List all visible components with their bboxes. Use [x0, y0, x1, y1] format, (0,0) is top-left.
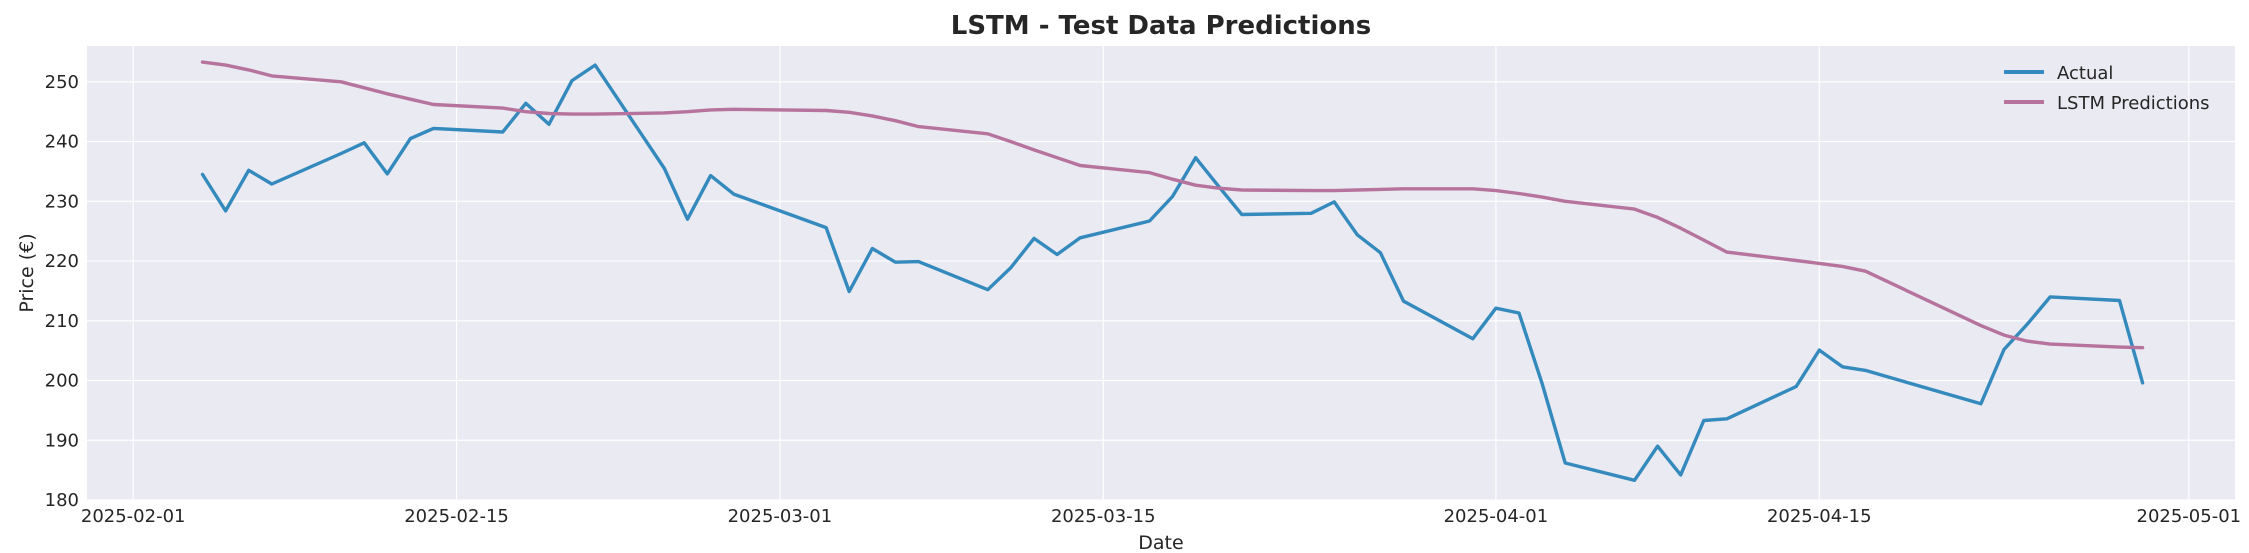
- y-tick-label: 220: [45, 251, 79, 272]
- y-tick-label: 250: [45, 72, 79, 93]
- x-tick-label: 2025-03-01: [728, 506, 833, 527]
- x-tick-label: 2025-04-01: [1444, 506, 1549, 527]
- x-tick-labels: 2025-02-01 2025-02-15 2025-03-01 2025-03-15…: [81, 506, 2241, 527]
- y-tick-label: 230: [45, 191, 79, 212]
- series-line-actual: [200, 63, 2145, 482]
- x-gridlines: [132, 46, 2190, 500]
- x-tick-label: 2025-05-01: [2137, 506, 2242, 527]
- series-line-lstm-predictions: [200, 60, 2145, 350]
- legend-label-lstm-predictions: LSTM Predictions: [2057, 93, 2210, 114]
- y-tick-label: 190: [45, 430, 79, 451]
- chart-title: LSTM - Test Data Predictions: [951, 11, 1371, 41]
- y-tick-labels: 180 190 200 210 220 230 240 250: [45, 72, 79, 511]
- plot-background: [87, 46, 2235, 500]
- x-tick-label: 2025-04-15: [1767, 506, 1872, 527]
- y-gridlines: [87, 81, 2235, 501]
- y-tick-label: 210: [45, 311, 79, 332]
- x-tick-label: 2025-02-15: [404, 506, 509, 527]
- legend: Actual LSTM Predictions: [2004, 63, 2210, 114]
- y-tick-label: 200: [45, 371, 79, 392]
- x-axis-label: Date: [1138, 532, 1183, 553]
- series-layer: [200, 60, 2145, 482]
- y-tick-label: 240: [45, 132, 79, 153]
- y-tick-label: 180: [45, 490, 79, 511]
- x-tick-label: 2025-03-15: [1051, 506, 1156, 527]
- y-axis-label: Price (€): [16, 233, 38, 312]
- x-tick-label: 2025-02-01: [81, 506, 186, 527]
- legend-label-actual: Actual: [2057, 63, 2113, 84]
